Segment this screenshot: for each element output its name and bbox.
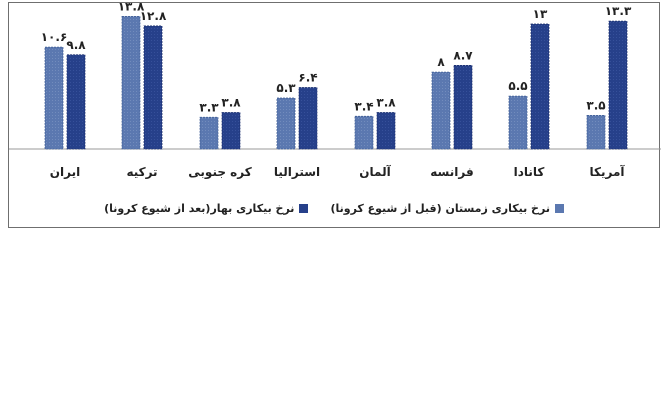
bar-south-korea-series-1: [221, 112, 241, 150]
data-label-germany-series-1: ۳.۸: [376, 95, 396, 109]
bar-iran-series-1: [66, 54, 86, 150]
x-tick-label-turkey: ترکیه: [126, 165, 157, 179]
x-tick-label-south-korea: کره جنوبی: [188, 165, 251, 180]
data-label-turkey-series-1: ۱۲.۸: [140, 9, 167, 23]
data-label-south-korea-series-1: ۳.۸: [221, 95, 241, 109]
legend-label-spring: نرخ بیکاری بهار(بعد از شیوع کرونا): [104, 202, 295, 215]
bar-france-series-1: [453, 64, 473, 150]
x-tick-label-america: آمریکا: [590, 164, 626, 179]
bar-south-korea-series-0: [199, 116, 219, 150]
data-label-france-series-1: ۸.۷: [453, 48, 473, 62]
bar-germany-series-0: [354, 115, 374, 150]
data-label-iran-series-1: ۹.۸: [66, 38, 86, 52]
data-label-germany-series-0: ۳.۴: [354, 99, 373, 113]
data-label-australia-series-1: ۶.۴: [298, 70, 317, 84]
bar-canada-series-1: [530, 23, 550, 150]
legend-swatch-winter: [554, 204, 564, 213]
data-label-france-series-0: ۸: [437, 55, 445, 69]
bar-canada-series-0: [508, 95, 528, 150]
data-label-australia-series-0: ۵.۳: [276, 81, 296, 95]
chart-legend: نرخ بیکاری زمستان (قبل از شیوع کرونا) نر…: [9, 202, 659, 215]
bar-australia-series-0: [276, 97, 296, 150]
data-label-canada-series-1: ۱۳: [533, 7, 548, 21]
bar-america-series-1: [608, 20, 628, 150]
legend-label-winter: نرخ بیکاری زمستان (قبل از شیوع کرونا): [330, 202, 550, 215]
data-label-canada-series-0: ۵.۵: [508, 79, 527, 93]
x-tick-label-australia: استرالیا: [274, 165, 320, 179]
data-label-iran-series-0: ۱۰.۶: [41, 30, 68, 44]
x-tick-label-iran: ایران: [50, 165, 80, 179]
x-tick-label-germany: آلمان: [359, 164, 391, 179]
bar-france-series-0: [431, 71, 451, 150]
x-tick-label-canada: کانادا: [514, 165, 545, 179]
bar-turkey-series-0: [121, 15, 141, 150]
bar-australia-series-1: [298, 87, 318, 150]
data-label-south-korea-series-0: ۳.۳: [199, 100, 219, 114]
bar-germany-series-1: [376, 112, 396, 150]
legend-item-winter: نرخ بیکاری زمستان (قبل از شیوع کرونا): [330, 202, 564, 215]
data-label-america-series-0: ۳.۵: [586, 98, 605, 112]
legend-swatch-spring: [299, 204, 309, 213]
bar-iran-series-0: [44, 46, 64, 150]
bar-turkey-series-1: [143, 25, 163, 150]
legend-item-spring: نرخ بیکاری بهار(بعد از شیوع کرونا): [104, 202, 309, 215]
x-tick-label-france: فرانسه: [430, 165, 473, 179]
chart-frame: ۳.۵ ۱۳.۳ ۵.۵ ۱۳ ۸ ۸.۷ ۳.۴ ۳.۸ ۵.۳ ۶.۴ ۳.۳ ۳.۸ ۱۳.۸ ۱۲…: [8, 2, 661, 228]
data-label-america-series-1: ۱۳.۳: [605, 4, 632, 18]
data-label-turkey-series-0: ۱۳.۸: [118, 3, 145, 13]
bar-america-series-0: [586, 114, 606, 150]
